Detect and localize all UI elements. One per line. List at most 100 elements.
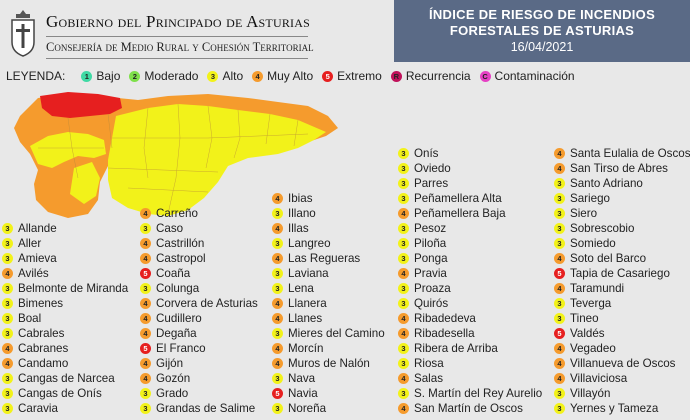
legend-item-label: Moderado: [144, 69, 199, 83]
municipality-row: 3 Boal: [2, 311, 128, 326]
risk-level-badge: 3: [2, 283, 13, 294]
risk-level-badge: 4: [398, 328, 409, 339]
risk-level-badge: 4: [140, 298, 151, 309]
legend-label: LEYENDA:: [6, 69, 66, 83]
municipality-row: 3 Cabrales: [2, 326, 128, 341]
municipality-row: 4 Las Regueras: [272, 251, 385, 266]
municipality-row: 4 Llanera: [272, 296, 385, 311]
risk-level-badge: 5: [140, 343, 151, 354]
risk-level-badge: 3: [140, 223, 151, 234]
municipality-row: 3 Amieva: [2, 251, 128, 266]
risk-level-badge: 3: [398, 163, 409, 174]
municipality-row: 4 Cudillero: [140, 311, 258, 326]
municipality-name: Boal: [18, 312, 42, 325]
municipality-name: Degaña: [156, 327, 197, 340]
risk-level-badge: 5: [554, 328, 565, 339]
risk-level-badge: C: [479, 70, 491, 82]
municipality-row: 3 Riosa: [398, 356, 542, 371]
municipality-name: Ribera de Arriba: [414, 342, 498, 355]
municipality-row: 3 Quirós: [398, 296, 542, 311]
municipality-name: Villanueva de Oscos: [570, 357, 676, 370]
municipality-row: 5 Tapia de Casariego: [554, 266, 690, 281]
municipality-row: 4 Ribadedeva: [398, 311, 542, 326]
municipality-name: Onís: [414, 147, 439, 160]
municipality-row: 4 Degaña: [140, 326, 258, 341]
municipality-row: 3 Ponga: [398, 251, 542, 266]
risk-level-badge: 4: [398, 373, 409, 384]
risk-level-badge: 3: [398, 223, 409, 234]
risk-level-badge: 4: [554, 373, 565, 384]
municipality-row: 3 Grandas de Salime: [140, 401, 258, 416]
municipality-name: Corvera de Asturias: [156, 297, 258, 310]
municipality-row: 3 Lena: [272, 281, 385, 296]
municipality-name: Villaviciosa: [570, 372, 628, 385]
municipality-row: 4 Morcín: [272, 341, 385, 356]
municipality-row: 4 Ibias: [272, 191, 385, 206]
risk-level-badge: 3: [398, 298, 409, 309]
gov-subtitle: Consejería de Medio Rural y Cohesión Ter…: [46, 40, 314, 54]
risk-level-badge: R: [390, 70, 402, 82]
legend-item-label: Recurrencia: [405, 69, 471, 83]
municipality-row: 3 Siero: [554, 206, 690, 221]
legend-item-label: Alto: [222, 69, 244, 83]
municipality-row: 4 Soto del Barco: [554, 251, 690, 266]
municipality-row: 5 Valdés: [554, 326, 690, 341]
risk-level-badge: 4: [272, 253, 283, 264]
municipality-name: Tapia de Casariego: [570, 267, 670, 280]
risk-level-badge: 3: [2, 403, 13, 414]
municipality-name: Cangas de Narcea: [18, 372, 115, 385]
risk-level-badge: 4: [554, 253, 565, 264]
municipality-name: Bimenes: [18, 297, 64, 310]
municipality-row: 4 Santa Eulalia de Oscos: [554, 146, 690, 161]
municipality-column-1: 3 Allande 3 Aller 3 Amieva 4 Avilés 3 Belmonte de…: [2, 221, 128, 416]
risk-level-badge: 4: [398, 313, 409, 324]
municipality-name: Caso: [156, 222, 184, 235]
municipality-row: 5 El Franco: [140, 341, 258, 356]
risk-level-badge: 3: [554, 388, 565, 399]
risk-level-badge: 4: [272, 313, 283, 324]
municipality-name: S. Martín del Rey Aurelio: [414, 387, 543, 400]
municipality-name: Lena: [288, 282, 314, 295]
municipality-name: Noreña: [288, 402, 327, 415]
municipality-row: 4 San Tirso de Abres: [554, 161, 690, 176]
risk-level-badge: 4: [398, 268, 409, 279]
legend-item: 5 Extremo: [322, 69, 382, 83]
municipality-row: 3 Sobrescobio: [554, 221, 690, 236]
municipality-row: 3 Piloña: [398, 236, 542, 251]
municipality-row: 3 Nava: [272, 371, 385, 386]
municipality-row: 4 San Martín de Oscos: [398, 401, 542, 416]
municipality-row: 4 Castrillón: [140, 236, 258, 251]
risk-level-badge: 4: [140, 313, 151, 324]
risk-level-badge: 4: [554, 283, 565, 294]
municipality-name: Llanes: [288, 312, 323, 325]
risk-level-badge: 5: [554, 268, 565, 279]
municipality-name: Salas: [414, 372, 444, 385]
risk-level-badge: 3: [398, 343, 409, 354]
municipality-name: Ribadesella: [414, 327, 475, 340]
risk-level-badge: 3: [2, 253, 13, 264]
municipality-name: Navia: [288, 387, 318, 400]
municipality-name: Avilés: [18, 267, 49, 280]
municipality-name: Caravia: [18, 402, 58, 415]
risk-level-badge: 5: [322, 70, 334, 82]
municipality-row: 4 Vegadeo: [554, 341, 690, 356]
divider: [46, 58, 308, 59]
risk-level-badge: 3: [2, 298, 13, 309]
municipality-row: 3 Grado: [140, 386, 258, 401]
risk-level-badge: 3: [554, 313, 565, 324]
municipality-name: Muros de Nalón: [288, 357, 370, 370]
municipality-name: Pesoz: [414, 222, 447, 235]
municipality-name: Santo Adriano: [570, 177, 643, 190]
map-region-high: [70, 162, 100, 204]
risk-level-badge: 5: [140, 268, 151, 279]
asturias-risk-map: [14, 92, 338, 218]
municipality-row: 3 Laviana: [272, 266, 385, 281]
municipality-name: Castropol: [156, 252, 206, 265]
risk-level-badge: 4: [272, 223, 283, 234]
risk-level-badge: 3: [272, 403, 283, 414]
legend-item: 3 Alto: [207, 69, 243, 83]
report-date: 16/04/2021: [510, 40, 574, 54]
risk-level-badge: 4: [272, 343, 283, 354]
municipality-name: Teverga: [570, 297, 612, 310]
title-line-2: FORESTALES DE ASTURIAS: [449, 23, 635, 38]
